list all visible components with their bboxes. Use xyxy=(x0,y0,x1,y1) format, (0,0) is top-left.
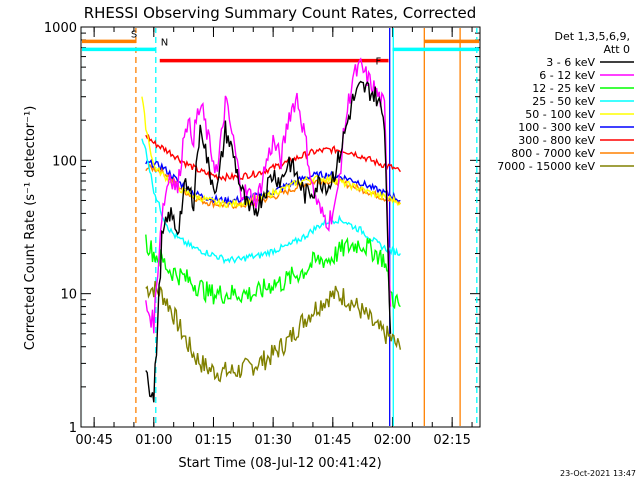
plot-area: 1 10 100 1000 00:45 01:00 01:15 01:30 01:45 02:00… xyxy=(44,21,481,448)
x-tick-label: 02:00 xyxy=(374,433,411,448)
series-line xyxy=(141,138,401,265)
y-tick-label: 1 xyxy=(69,421,77,436)
chart-title: RHESSI Observing Summary Count Rates, Co… xyxy=(84,4,477,22)
flag-label: S xyxy=(131,29,137,40)
legend-entry-label: 25 - 50 keV xyxy=(532,95,595,108)
series-line xyxy=(145,234,401,310)
x-tick-label: 02:15 xyxy=(433,433,470,448)
series-line xyxy=(145,163,402,210)
series-line xyxy=(141,96,401,209)
y-axis-label: Corrected Count Rate (s⁻¹ detector⁻¹) xyxy=(23,106,38,351)
legend-entry-label: 7000 - 15000 keV xyxy=(497,160,595,173)
x-tick-label: 01:45 xyxy=(314,433,351,448)
legend-entry-label: 100 - 300 keV xyxy=(518,121,595,134)
legend-entry-label: 6 - 12 keV xyxy=(539,69,595,82)
footer-timestamp: 23-Oct-2021 13:47 xyxy=(560,469,636,478)
x-tick-label: 00:45 xyxy=(75,433,112,448)
series-line xyxy=(145,280,402,383)
legend-entry-label: 12 - 25 keV xyxy=(532,82,595,95)
legend-entry-label: 300 - 800 keV xyxy=(518,134,595,147)
legend-entry-label: 800 - 7000 keV xyxy=(511,147,595,160)
legend-header-line1: Det 1,3,5,6,9, xyxy=(554,30,630,43)
legend-entry-label: 50 - 100 keV xyxy=(525,108,595,121)
legend-entry-label: 3 - 6 keV xyxy=(546,56,595,69)
x-tick-label: 01:15 xyxy=(195,433,232,448)
data-layer xyxy=(82,28,479,426)
flag-label: F xyxy=(376,57,382,68)
series-line xyxy=(145,57,392,334)
y-tick-label: 10 xyxy=(60,288,77,303)
x-axis-label: Start Time (08-Jul-12 00:41:42) xyxy=(178,456,381,471)
legend-header-line2: Att 0 xyxy=(604,43,630,56)
x-tick-label: 01:00 xyxy=(135,433,172,448)
x-tick-label: 01:30 xyxy=(254,433,291,448)
plot-frame xyxy=(80,26,481,428)
series-line xyxy=(145,133,401,182)
y-tick-label: 1000 xyxy=(44,21,77,36)
series-line xyxy=(145,80,392,403)
flag-label: N xyxy=(161,37,168,48)
y-tick-label: 100 xyxy=(52,154,77,169)
